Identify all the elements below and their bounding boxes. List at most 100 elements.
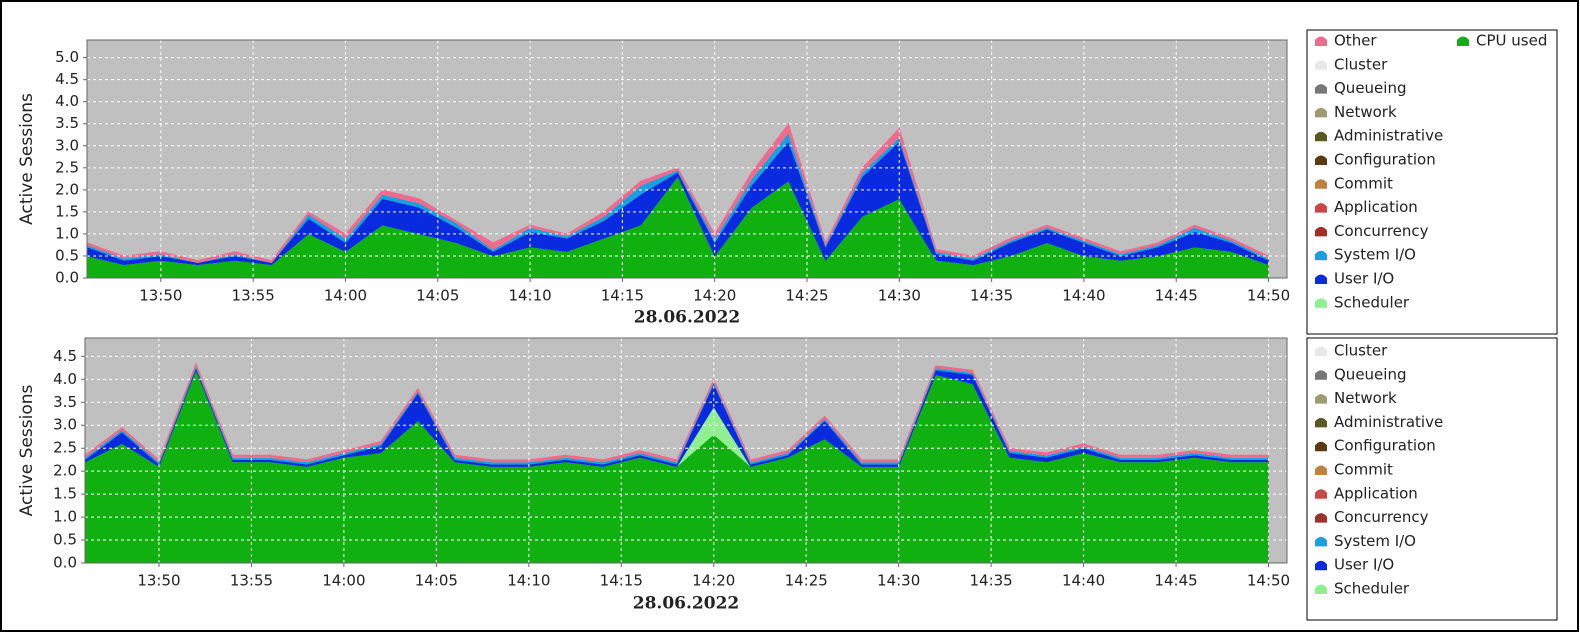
legend-label: Administrative bbox=[1334, 413, 1443, 431]
legend-label: CPU used bbox=[1476, 32, 1547, 50]
legend-marker bbox=[1315, 465, 1327, 475]
legend-marker bbox=[1315, 370, 1327, 380]
legend-label: Queueing bbox=[1334, 79, 1406, 97]
legend-marker bbox=[1315, 489, 1327, 499]
x-axis-label: 28.06.2022 bbox=[634, 308, 740, 328]
x-tick-label: 14:50 bbox=[1247, 287, 1290, 305]
x-axis-label: 28.06.2022 bbox=[633, 594, 739, 614]
legend-label: Concurrency bbox=[1334, 222, 1429, 240]
x-tick-label: 14:40 bbox=[1062, 572, 1105, 590]
x-tick-label: 14:10 bbox=[508, 287, 551, 305]
y-tick-label: 1.5 bbox=[53, 485, 77, 503]
legend-label: Configuration bbox=[1334, 437, 1436, 455]
legend-marker bbox=[1315, 84, 1327, 94]
legend-marker bbox=[1315, 346, 1327, 356]
legend-marker bbox=[1315, 226, 1327, 237]
legend-marker bbox=[1315, 203, 1327, 213]
plot-border bbox=[84, 337, 1288, 564]
x-tick-label: 14:15 bbox=[601, 287, 644, 305]
legend-marker bbox=[1315, 536, 1327, 547]
plot bbox=[87, 40, 1287, 278]
plot bbox=[85, 338, 1287, 563]
legend-marker bbox=[1315, 60, 1327, 70]
legend-label: System I/O bbox=[1334, 532, 1416, 550]
x-tick-label: 14:05 bbox=[416, 287, 459, 305]
y-tick-label: 3.0 bbox=[53, 416, 77, 434]
legend-label: Queueing bbox=[1334, 365, 1406, 383]
y-tick-label: 2.5 bbox=[53, 439, 77, 457]
legend-label: User I/O bbox=[1334, 556, 1394, 574]
legend-label: Network bbox=[1334, 389, 1397, 407]
legend-label: Cluster bbox=[1334, 55, 1388, 73]
legend-marker bbox=[1457, 36, 1469, 46]
x-tick-label: 14:00 bbox=[322, 572, 365, 590]
x-tick-label: 14:15 bbox=[600, 572, 643, 590]
y-tick-label: 2.0 bbox=[55, 180, 79, 198]
plot-border bbox=[86, 39, 1288, 279]
y-tick-label: 3.5 bbox=[55, 114, 79, 132]
y-tick-label: 0.5 bbox=[55, 246, 79, 264]
x-tick-label: 13:50 bbox=[137, 572, 180, 590]
legend-label: User I/O bbox=[1334, 270, 1394, 288]
x-tick-label: 14:45 bbox=[1154, 572, 1197, 590]
x-tick-label: 14:05 bbox=[415, 572, 458, 590]
legend-label: Commit bbox=[1334, 174, 1393, 192]
y-tick-label: 0.0 bbox=[53, 554, 77, 572]
y-axis-label: Active Sessions bbox=[17, 93, 37, 225]
x-tick-label: 14:00 bbox=[324, 287, 367, 305]
legend-label: Concurrency bbox=[1334, 508, 1429, 526]
legend-marker bbox=[1315, 394, 1327, 404]
y-tick-label: 2.5 bbox=[55, 158, 79, 176]
y-axis-label: Active Sessions bbox=[17, 385, 37, 517]
x-tick-label: 13:55 bbox=[232, 287, 275, 305]
legend-marker bbox=[1315, 560, 1327, 571]
y-tick-label: 4.0 bbox=[55, 92, 79, 110]
y-tick-label: 1.0 bbox=[53, 508, 77, 526]
legend-label: Network bbox=[1334, 103, 1397, 121]
legend-marker bbox=[1315, 513, 1327, 523]
x-tick-label: 14:20 bbox=[693, 287, 736, 305]
y-tick-label: 5.0 bbox=[55, 48, 79, 66]
legend-marker bbox=[1315, 274, 1327, 284]
legend-label: Scheduler bbox=[1334, 580, 1410, 598]
x-tick-label: 14:30 bbox=[878, 287, 921, 305]
y-tick-label: 4.0 bbox=[53, 370, 77, 388]
legend-label: Administrative bbox=[1334, 127, 1443, 145]
legend-label: Commit bbox=[1334, 461, 1393, 479]
y-tick-label: 0.5 bbox=[53, 531, 77, 549]
y-tick-label: 1.5 bbox=[55, 202, 79, 220]
x-tick-label: 13:50 bbox=[139, 287, 182, 305]
legend-marker bbox=[1315, 584, 1327, 594]
x-tick-label: 14:45 bbox=[1155, 287, 1198, 305]
legend-marker bbox=[1315, 131, 1327, 142]
x-tick-label: 14:30 bbox=[877, 572, 920, 590]
x-tick-label: 14:25 bbox=[785, 287, 828, 305]
y-tick-label: 3.5 bbox=[53, 393, 77, 411]
x-tick-label: 13:55 bbox=[230, 572, 273, 590]
y-tick-label: 1.0 bbox=[55, 224, 79, 242]
legend-marker bbox=[1315, 441, 1327, 452]
x-tick-label: 14:20 bbox=[692, 572, 735, 590]
x-tick-label: 14:50 bbox=[1247, 572, 1290, 590]
legend-marker bbox=[1315, 107, 1327, 118]
legend-box bbox=[1306, 29, 1558, 335]
legend-label: Configuration bbox=[1334, 151, 1436, 169]
y-tick-label: 4.5 bbox=[55, 70, 79, 88]
legend-label: Other bbox=[1334, 32, 1377, 50]
x-tick-label: 14:35 bbox=[970, 287, 1013, 305]
legend-box bbox=[1306, 337, 1558, 621]
x-tick-label: 14:40 bbox=[1062, 287, 1105, 305]
legend-marker bbox=[1315, 417, 1327, 428]
y-tick-label: 0.0 bbox=[55, 269, 79, 287]
x-tick-label: 14:10 bbox=[507, 572, 550, 590]
legend-label: Scheduler bbox=[1334, 293, 1410, 311]
legend-marker bbox=[1315, 298, 1327, 308]
legend-marker bbox=[1315, 179, 1327, 189]
legend-marker bbox=[1315, 155, 1327, 165]
legend-label: Cluster bbox=[1334, 342, 1388, 360]
area-series bbox=[85, 362, 1269, 463]
y-tick-label: 2.0 bbox=[53, 462, 77, 480]
y-tick-label: 3.0 bbox=[55, 136, 79, 154]
legend-label: System I/O bbox=[1334, 246, 1416, 264]
